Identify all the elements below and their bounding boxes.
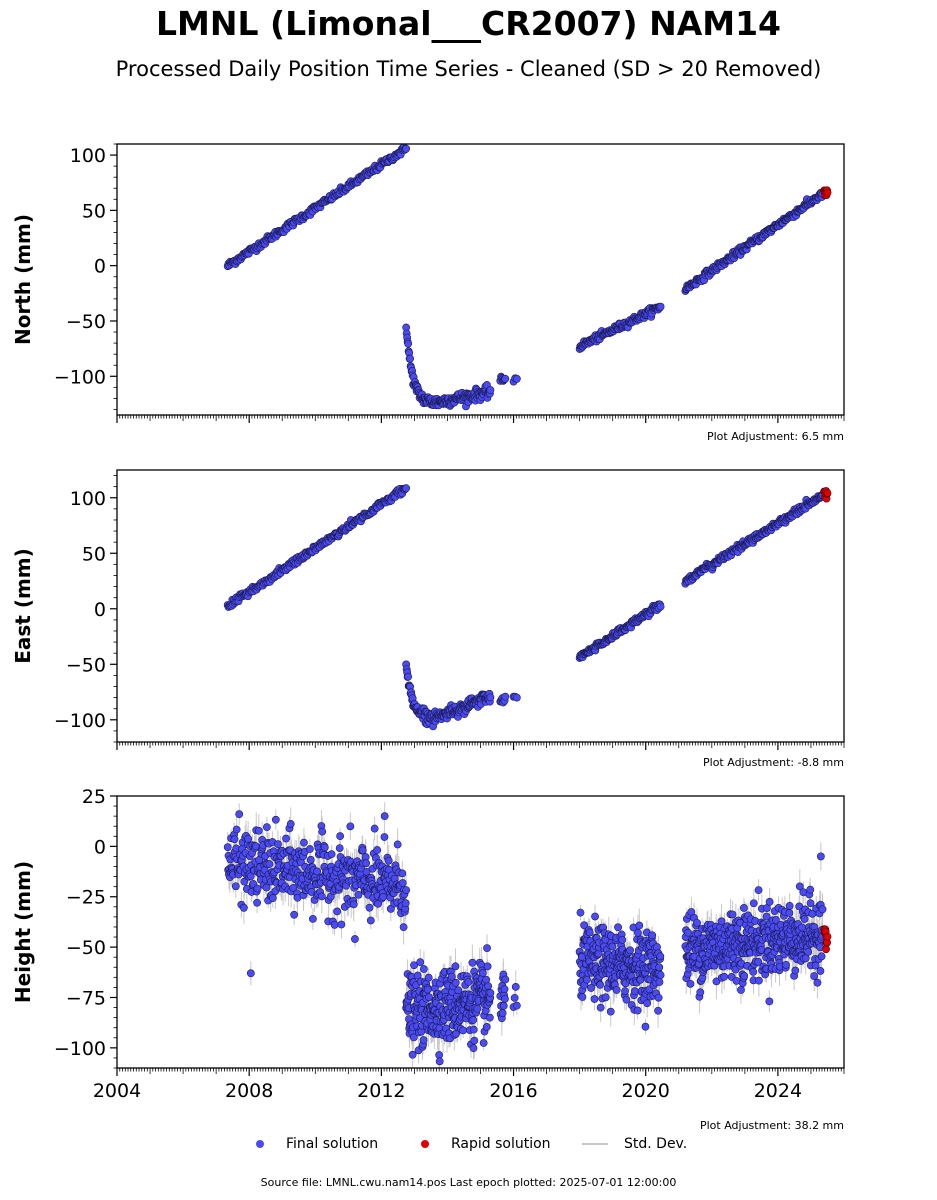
- north-panel: −100 −50 0 50 100 North (mm): [11, 143, 845, 423]
- final-solution-point: [406, 354, 415, 363]
- y-tick-label: −50: [66, 311, 106, 333]
- north-axes-frame: [116, 143, 845, 416]
- y-tick-label: 100: [70, 145, 106, 167]
- rapid-solution-point: [823, 489, 832, 497]
- final-solution-point: [501, 374, 510, 383]
- north-y-axis-label: North (mm): [11, 214, 35, 345]
- final-solution-point: [486, 693, 495, 702]
- final-solution-point: [512, 374, 521, 383]
- north-data: [223, 144, 832, 411]
- height-panel: 2004 2008 2012 2016 2020 2024−100−75−50−25025…: [11, 786, 845, 1102]
- rapid-solution-point: [823, 188, 832, 197]
- final-solution-point: [486, 386, 495, 394]
- y-tick-label: 50: [82, 200, 106, 222]
- final-solution-point: [656, 602, 665, 611]
- height-data: [223, 802, 832, 1068]
- y-tick-label: 50: [82, 543, 106, 565]
- final-solution-point: [501, 692, 510, 701]
- final-solution-point: [512, 693, 521, 702]
- chart-title: LMNL (Limonal___CR2007) NAM14: [155, 4, 782, 43]
- east-y-axis-label: East (mm): [11, 548, 35, 664]
- y-tick-label: 0: [94, 256, 106, 278]
- y-tick-label: 0: [94, 599, 106, 621]
- final-solution-point: [402, 144, 411, 153]
- y-tick-label: 100: [70, 488, 106, 510]
- final-solution-point: [402, 484, 411, 493]
- east-data: [223, 484, 832, 731]
- final-solution-point: [404, 672, 413, 681]
- final-solution-point: [404, 339, 413, 348]
- y-tick-label: −100: [54, 366, 106, 388]
- chart-subtitle: Processed Daily Position Time Series - C…: [115, 57, 822, 81]
- y-tick-label: −50: [66, 654, 106, 676]
- final-solution-point: [656, 302, 665, 311]
- y-tick-label: −100: [54, 710, 106, 732]
- east-panel: −100 −50 0 50 100 East (mm): [11, 469, 845, 750]
